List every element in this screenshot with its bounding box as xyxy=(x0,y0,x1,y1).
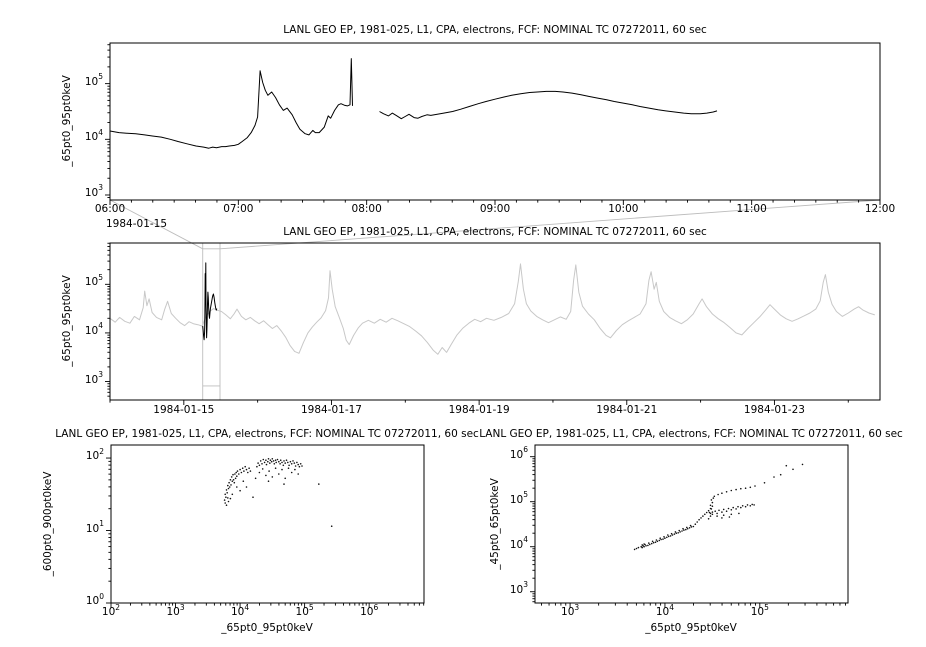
x-axis-label-bottom-left: _65pt0_95pt0keV xyxy=(221,622,313,634)
x-tick-label: 1984-01-19 xyxy=(448,404,510,416)
x-tick-label: 08:00 xyxy=(351,203,382,215)
x-tick-label: 105 xyxy=(750,602,769,618)
panel-title-middle: LANL GEO EP, 1981-025, L1, CPA, electron… xyxy=(283,226,707,238)
zoom-linkage xyxy=(109,199,881,400)
x-tick-label: 103 xyxy=(561,602,580,618)
y-axis-label-bottom-right: _45pt0_65pt0keV xyxy=(489,478,501,570)
x-tick-label: 1984-01-15 xyxy=(153,404,215,416)
y-tick-label: 105 xyxy=(509,490,528,506)
panel-top xyxy=(105,42,881,205)
x-tick-label: 104 xyxy=(655,602,675,618)
panel-title-bottom-left: LANL GEO EP, 1981-025, L1, CPA, electron… xyxy=(55,428,479,440)
x-tick-label: 104 xyxy=(230,602,250,618)
x-tick-label: 09:00 xyxy=(479,203,511,215)
y-axis-label-top: _65pt0_95pt0keV xyxy=(61,75,73,167)
x-tick-label: 103 xyxy=(166,602,185,618)
y-tick-label: 106 xyxy=(509,445,528,461)
y-tick-label: 102 xyxy=(85,446,104,463)
panel-title-bottom-right: LANL GEO EP, 1981-025, L1, CPA, electron… xyxy=(479,428,903,440)
x-axis-date-label: 1984-01-15 xyxy=(106,218,168,230)
x-tick-label: 106 xyxy=(360,602,379,618)
y-tick-label: 104 xyxy=(84,321,103,337)
x-tick-label: 11:00 xyxy=(736,203,767,215)
panel-title-top: LANL GEO EP, 1981-025, L1, CPA, electron… xyxy=(283,24,707,36)
series-middle xyxy=(109,263,875,355)
y-tick-label: 105 xyxy=(84,72,103,88)
y-tick-label: 103 xyxy=(84,183,103,199)
y-tick-label: 104 xyxy=(84,127,103,144)
x-tick-label: 07:00 xyxy=(223,203,254,215)
x-axis-label-bottom-right: _65pt0_95pt0keV xyxy=(645,622,737,634)
y-tick-label: 103 xyxy=(509,580,528,596)
x-tick-label: 10:00 xyxy=(608,203,639,215)
y-tick-label: 100 xyxy=(85,591,104,607)
y-axis-label-middle: _65pt0_95pt0keV xyxy=(61,275,73,367)
scatter-points-bottom-right xyxy=(633,463,804,551)
x-tick-label: 102 xyxy=(101,602,121,618)
x-tick-label: 1984-01-17 xyxy=(300,404,362,416)
x-tick-label: 1984-01-23 xyxy=(743,404,805,416)
panel-middle xyxy=(105,242,881,405)
x-tick-label: 105 xyxy=(295,602,314,618)
scatter-points-bottom-left xyxy=(223,458,333,527)
y-tick-label: 101 xyxy=(85,519,104,535)
y-axis-label-bottom-left: _600pt0_900pt0keV xyxy=(42,471,54,577)
y-tick-label: 104 xyxy=(509,535,528,551)
series-top xyxy=(109,58,718,149)
series-middle xyxy=(202,262,218,341)
y-tick-label: 105 xyxy=(84,272,103,289)
x-tick-label: 06:00 xyxy=(94,203,126,215)
panel-bottom-right xyxy=(530,444,849,608)
panel-bottom-left xyxy=(106,444,425,608)
y-tick-label: 103 xyxy=(84,370,103,386)
x-tick-label: 1984-01-21 xyxy=(596,404,658,416)
x-tick-label: 12:00 xyxy=(864,203,896,215)
